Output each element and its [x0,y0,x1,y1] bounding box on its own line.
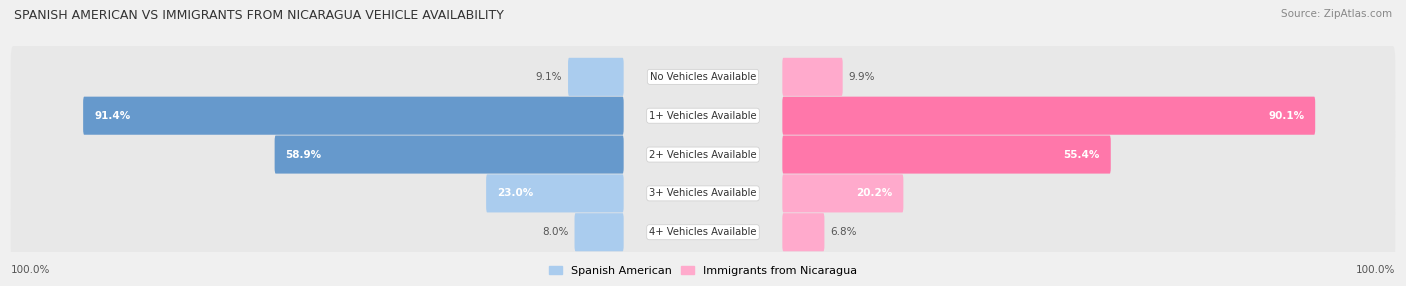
FancyBboxPatch shape [11,162,1395,225]
Text: 100.0%: 100.0% [11,265,51,275]
FancyBboxPatch shape [11,46,1395,108]
Text: 23.0%: 23.0% [498,188,533,198]
Text: 58.9%: 58.9% [285,150,322,160]
Legend: Spanish American, Immigrants from Nicaragua: Spanish American, Immigrants from Nicara… [544,261,862,281]
FancyBboxPatch shape [782,136,1111,174]
Text: 8.0%: 8.0% [543,227,569,237]
Text: 2+ Vehicles Available: 2+ Vehicles Available [650,150,756,160]
Text: 9.9%: 9.9% [848,72,875,82]
FancyBboxPatch shape [486,174,624,212]
FancyBboxPatch shape [11,124,1395,186]
Text: 91.4%: 91.4% [94,111,131,121]
Text: 90.1%: 90.1% [1268,111,1305,121]
FancyBboxPatch shape [782,58,842,96]
FancyBboxPatch shape [274,136,624,174]
FancyBboxPatch shape [568,58,624,96]
Text: 6.8%: 6.8% [830,227,856,237]
Text: 1+ Vehicles Available: 1+ Vehicles Available [650,111,756,121]
Text: 100.0%: 100.0% [1355,265,1395,275]
FancyBboxPatch shape [782,213,824,251]
FancyBboxPatch shape [83,97,624,135]
Text: 20.2%: 20.2% [856,188,893,198]
Text: 3+ Vehicles Available: 3+ Vehicles Available [650,188,756,198]
Text: SPANISH AMERICAN VS IMMIGRANTS FROM NICARAGUA VEHICLE AVAILABILITY: SPANISH AMERICAN VS IMMIGRANTS FROM NICA… [14,9,503,21]
Text: No Vehicles Available: No Vehicles Available [650,72,756,82]
FancyBboxPatch shape [782,97,1315,135]
Text: 4+ Vehicles Available: 4+ Vehicles Available [650,227,756,237]
Text: 55.4%: 55.4% [1063,150,1099,160]
FancyBboxPatch shape [575,213,624,251]
Text: Source: ZipAtlas.com: Source: ZipAtlas.com [1281,9,1392,19]
FancyBboxPatch shape [11,201,1395,263]
Text: 9.1%: 9.1% [536,72,562,82]
FancyBboxPatch shape [782,174,904,212]
FancyBboxPatch shape [11,85,1395,147]
